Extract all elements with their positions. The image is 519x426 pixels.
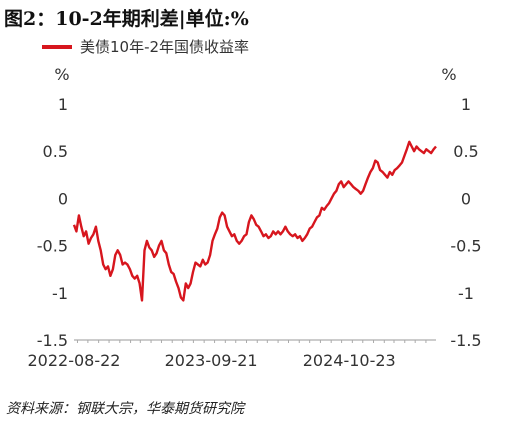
- y-tick-label-left: 0: [58, 189, 68, 208]
- y-tick-label-right: 0: [461, 189, 471, 208]
- y-unit-left: %: [54, 65, 69, 84]
- y-tick-label-right: 1: [461, 95, 471, 114]
- y-tick-label-right: -1: [458, 284, 474, 303]
- y-tick-label-left: -0.5: [37, 237, 68, 256]
- y-tick-label-right: -0.5: [450, 237, 481, 256]
- legend-swatch: [42, 44, 72, 49]
- y-tick-label-right: -1.5: [450, 331, 481, 350]
- x-tick-label: 2024-10-23: [303, 351, 396, 370]
- y-tick-label-left: -1.5: [37, 331, 68, 350]
- x-axis-labels: 2022-08-22 2023-09-21 2024-10-23: [28, 351, 396, 370]
- legend: 美债10年-2年国债收益率: [42, 36, 249, 57]
- legend-label: 美债10年-2年国债收益率: [80, 38, 250, 56]
- y-tick-label-left: 1: [58, 95, 68, 114]
- x-tick-label: 2022-08-22: [28, 351, 121, 370]
- x-axis-ticks: [76, 340, 427, 343]
- source-note: 资料来源：钢联大宗，华泰期货研究院: [6, 401, 244, 417]
- x-tick-label: 2023-09-21: [165, 351, 258, 370]
- y-axis-left: 1 0.5 0 -0.5 -1 -1.5: [37, 95, 68, 350]
- y-unit-right: %: [441, 65, 456, 84]
- y-tick-label-left: 0.5: [43, 142, 68, 161]
- y-axis-right: 1 0.5 0 -0.5 -1 -1.5: [450, 95, 481, 350]
- chart-title: 图2：10-2年期利差|单位:%: [4, 8, 249, 30]
- series-line: [72, 140, 437, 302]
- y-tick-label-left: -1: [52, 284, 68, 303]
- y-tick-label-right: 0.5: [453, 142, 478, 161]
